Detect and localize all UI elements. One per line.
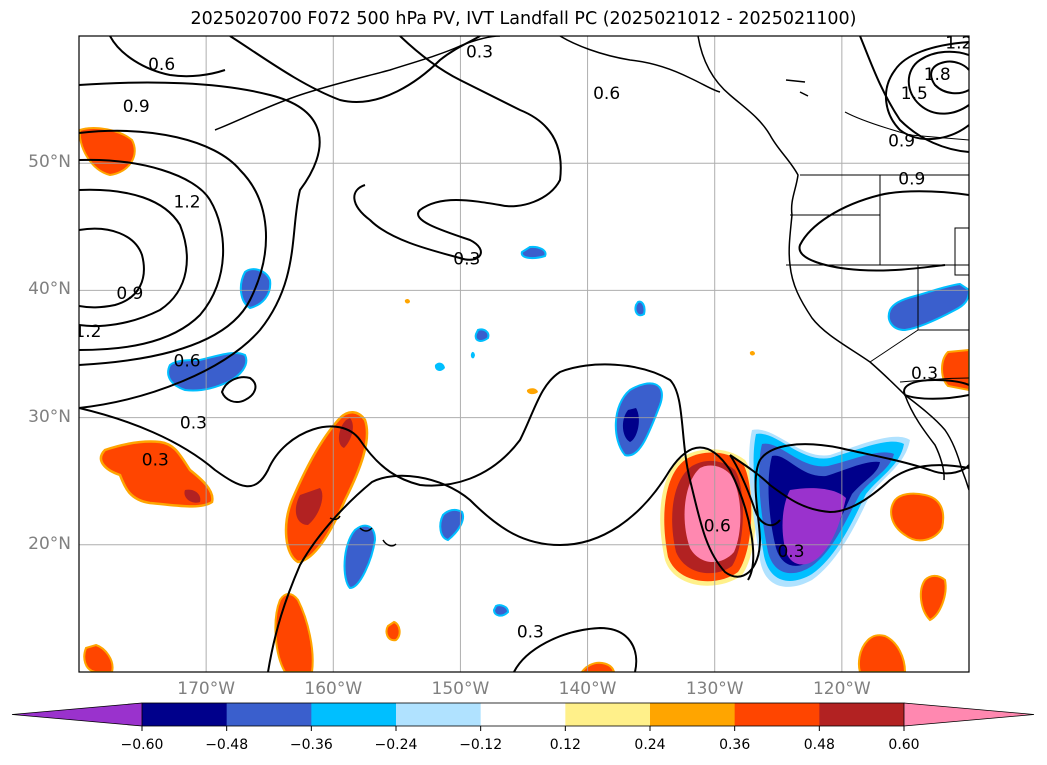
contour-label: 0.9 <box>123 97 150 117</box>
colorbar-segment <box>142 703 228 726</box>
colorbar-extend-max <box>904 703 1034 726</box>
colorbar-segment <box>396 703 482 726</box>
contour-label: 0.3 <box>911 364 938 384</box>
contour-label: 0.3 <box>777 542 804 562</box>
contour-label: 0.3 <box>453 250 480 270</box>
contour-label: 1.2 <box>74 322 101 342</box>
coastline <box>214 36 969 547</box>
contour-label: 0.9 <box>116 284 143 304</box>
lon-tick-label: 130°W <box>685 679 744 699</box>
contour-label: 0.3 <box>466 42 493 62</box>
lat-tick-label: 20°N <box>28 533 71 554</box>
contour-label: 0.6 <box>704 517 731 537</box>
lat-tick-label: 30°N <box>28 406 71 427</box>
colorbar <box>11 702 1035 731</box>
contour-label: 0.3 <box>517 622 544 642</box>
lat-tick-label: 40°N <box>28 279 71 300</box>
colorbar-tick-label: 0.48 <box>803 737 835 753</box>
shade-positive-pink <box>684 465 741 563</box>
political-borders <box>786 111 969 383</box>
shade-negative-purple <box>782 488 846 565</box>
contour-label: 1.8 <box>924 65 951 85</box>
contour-label: 0.3 <box>142 451 169 471</box>
colorbar-segment <box>734 703 820 726</box>
colorbar-tick-label: −0.48 <box>205 737 249 753</box>
colorbar-tick-label: 0.24 <box>634 737 666 753</box>
colorbar-segment <box>226 703 312 726</box>
lon-tick-label: 160°W <box>304 679 363 699</box>
colorbar-segment <box>819 703 905 726</box>
lat-tick-label: 50°N <box>28 152 71 173</box>
colorbar-tick-label: 0.36 <box>719 737 751 753</box>
colorbar-extend-min <box>12 703 142 726</box>
colorbar-segment <box>480 703 566 726</box>
contour-label: 1.2 <box>945 33 972 53</box>
contour-labels: 0.3 0.6 0.6 0.9 1.2 0.3 0.9 1.2 0.6 0.3 0.3 0.3 0.6 0… <box>74 33 972 642</box>
colorbar-segment <box>565 703 651 726</box>
map-frame <box>78 35 970 673</box>
shade-negative-blob-hawaii <box>343 524 377 590</box>
contour-label: 0.6 <box>174 351 201 371</box>
colorbar-segment <box>311 703 397 726</box>
shade-positive-west <box>99 440 214 508</box>
contour-label: 0.6 <box>593 84 620 104</box>
contour-label: 0.3 <box>180 414 207 434</box>
contour-label: 1.2 <box>174 192 201 212</box>
lon-tick-label: 170°W <box>177 679 236 699</box>
colorbar-tick-label: −0.60 <box>120 737 164 753</box>
colorbar-tick-label: −0.12 <box>459 737 503 753</box>
colorbar-tick-label: 0.12 <box>549 737 581 753</box>
figure-title: 2025020700 F072 500 hPa PV, IVT Landfall… <box>190 9 857 29</box>
contour-label: 0.6 <box>148 55 175 75</box>
lon-tick-label: 150°W <box>431 679 490 699</box>
contour-label: 0.9 <box>888 131 915 151</box>
pv-contours <box>79 36 969 672</box>
lon-tick-label: 120°W <box>812 679 871 699</box>
colorbar-tick-label: 0.60 <box>888 737 920 753</box>
colorbar-tick-label: −0.24 <box>374 737 418 753</box>
lon-tick-label: 140°W <box>558 679 617 699</box>
colorbar-segment <box>650 703 736 726</box>
map-gridlines <box>79 36 969 672</box>
contour-label: 0.9 <box>898 169 925 189</box>
colorbar-tick-label: −0.36 <box>289 737 333 753</box>
contour-label: 1.5 <box>901 84 928 104</box>
